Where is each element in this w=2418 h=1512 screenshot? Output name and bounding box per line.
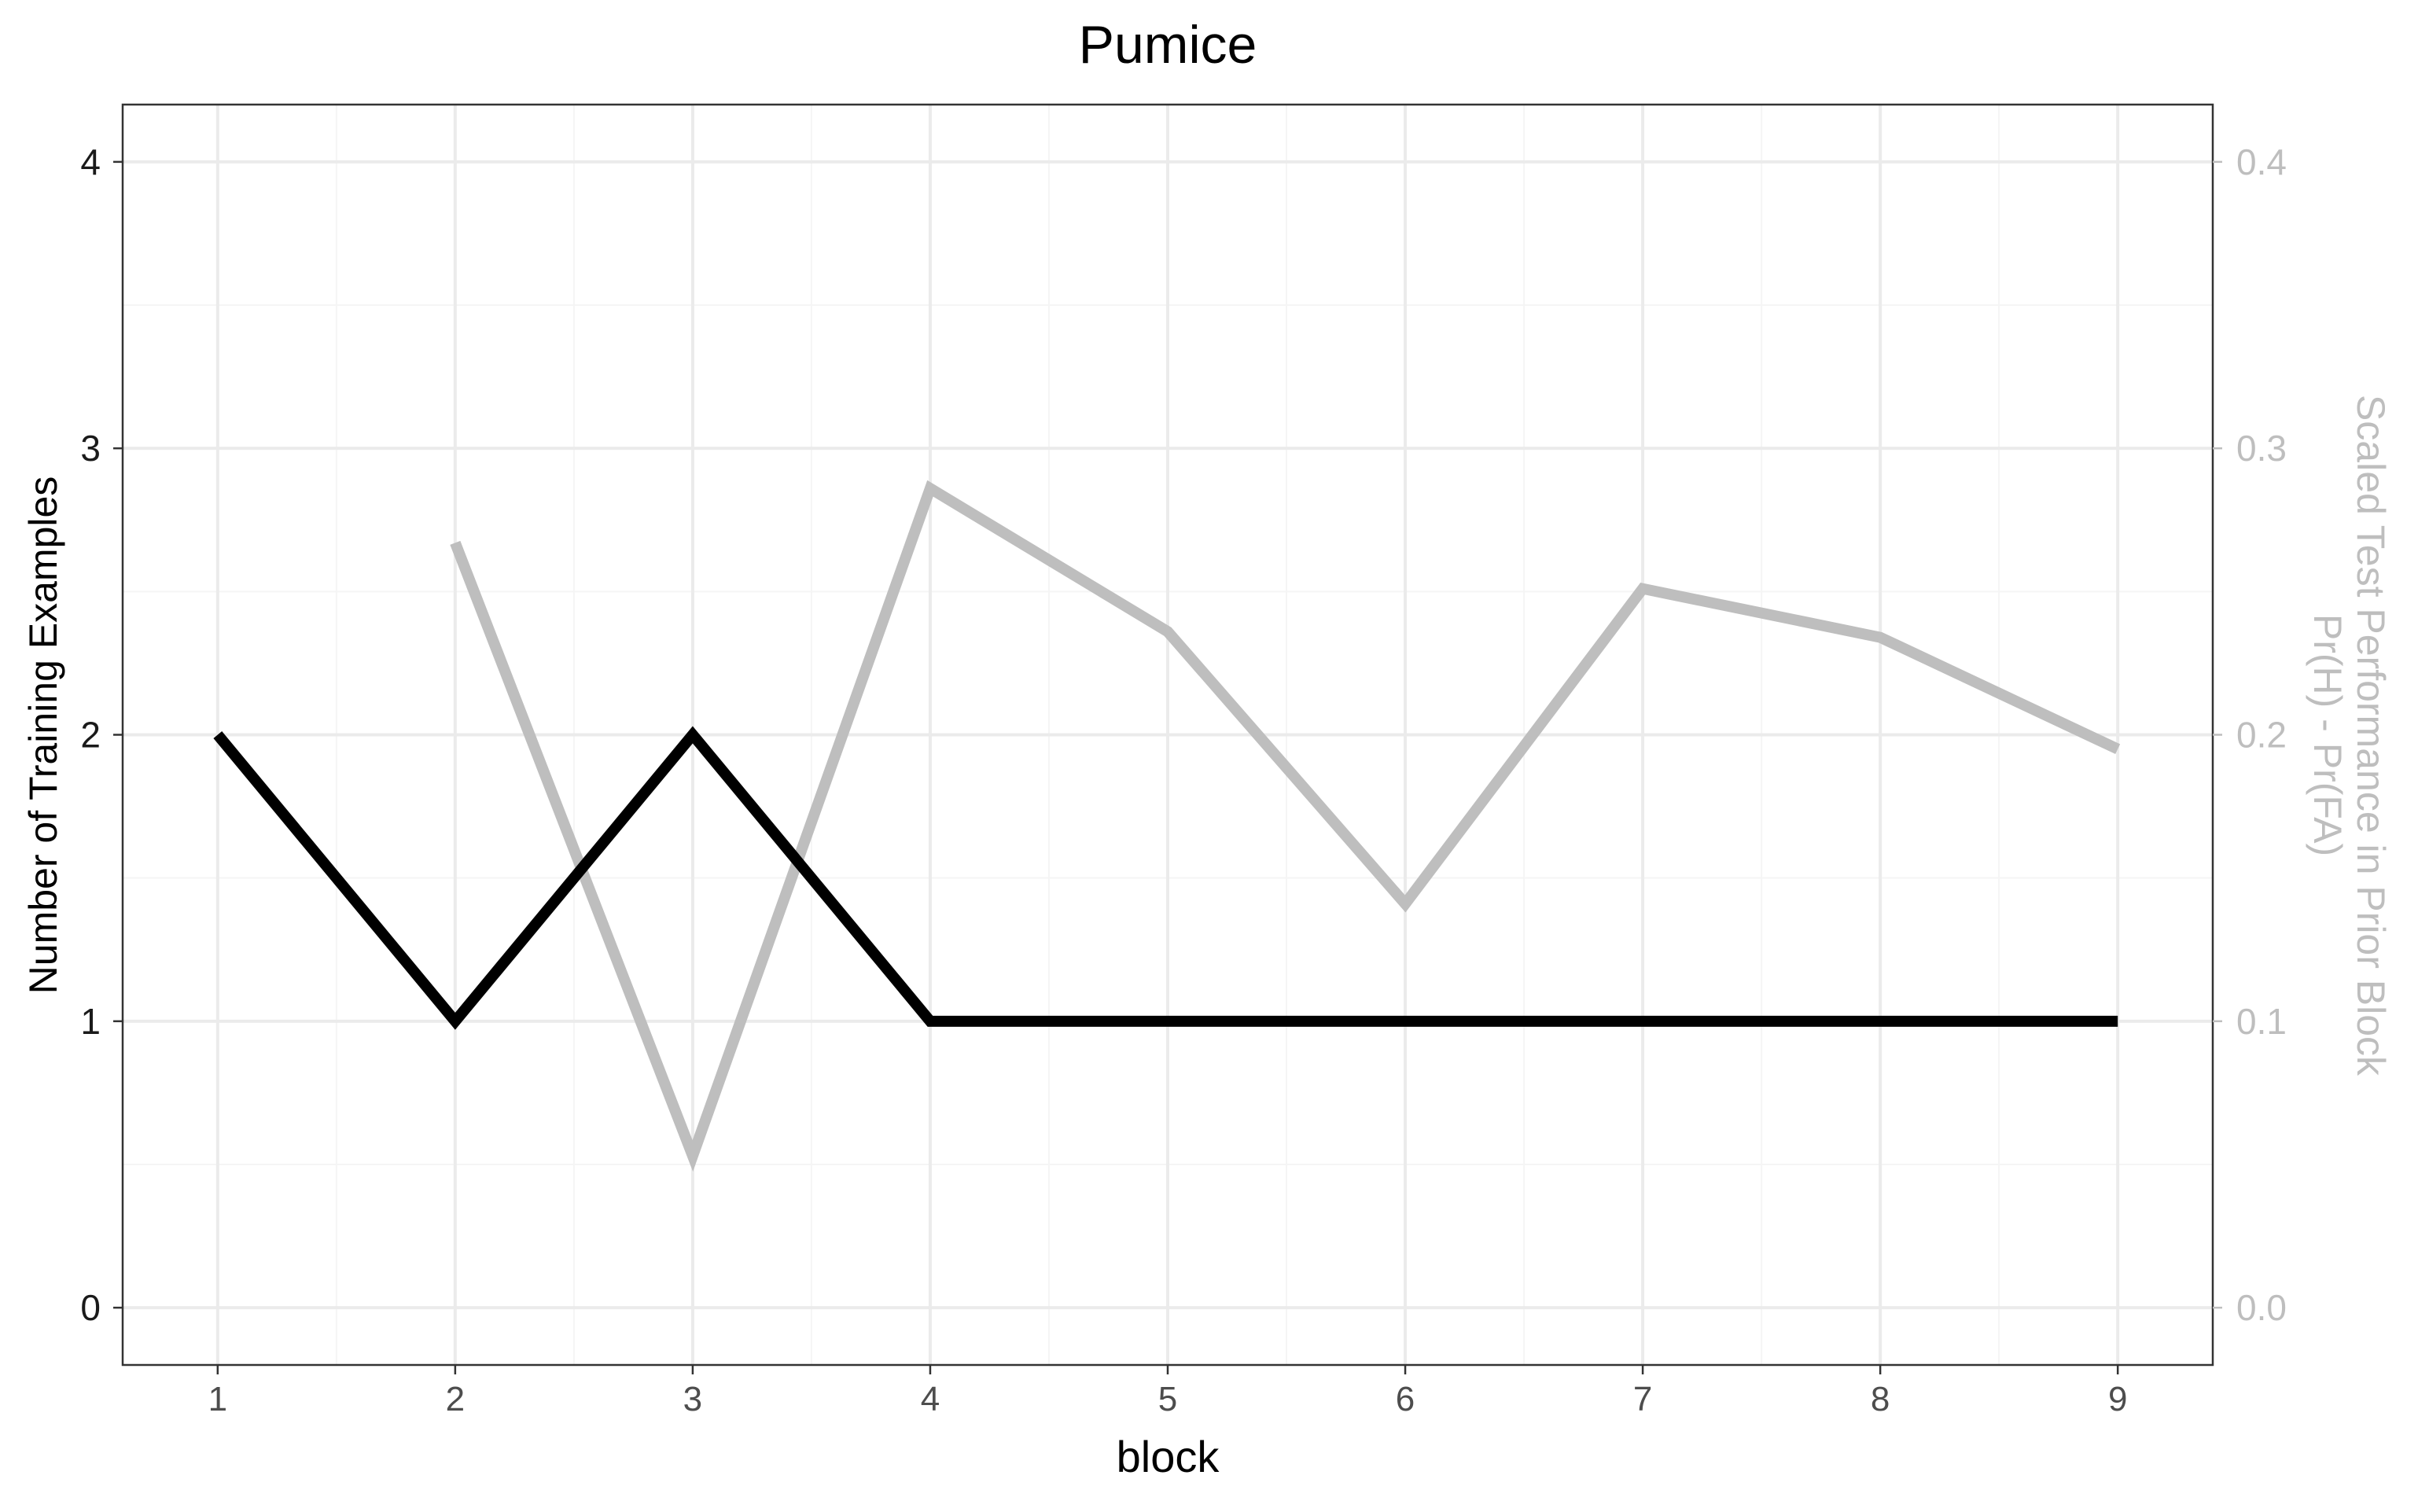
x-axis-tick-label: 4 — [921, 1380, 940, 1418]
x-axis-tick-label: 7 — [1633, 1380, 1652, 1418]
secondary-y-axis-tick-label: 0.2 — [2236, 715, 2287, 756]
x-axis-tick-label: 5 — [1158, 1380, 1177, 1418]
x-axis-tick-label: 9 — [2108, 1380, 2127, 1418]
x-axis-tick-label: 2 — [446, 1380, 465, 1418]
secondary-y-axis-tick-label: 0.3 — [2236, 428, 2287, 469]
chart-title: Pumice — [1079, 15, 1257, 75]
y-axis-tick-label: 1 — [80, 1001, 101, 1042]
secondary-y-axis-label-line-2: Pr(H) - Pr(FA) — [2306, 614, 2350, 856]
x-axis-tick-label: 3 — [683, 1380, 702, 1418]
secondary-y-axis-tick-label: 0.0 — [2236, 1287, 2287, 1328]
y-axis-tick-label: 3 — [80, 428, 101, 469]
secondary-series-line — [450, 480, 2121, 1172]
y-axis-tick-label: 0 — [80, 1287, 101, 1328]
y-axis-tick-label: 4 — [80, 142, 101, 182]
series-layer — [213, 480, 2121, 1172]
secondary-y-axis-label-line-1: Scaled Test Performance in Prior Block — [2349, 395, 2393, 1076]
grid-layer — [123, 105, 2213, 1365]
y-axis-label: Number of Training Examples — [21, 476, 65, 995]
x-axis-tick-label: 1 — [208, 1380, 227, 1418]
x-axis-tick-label: 6 — [1396, 1380, 1415, 1418]
x-axis-tick-label: 8 — [1871, 1380, 1890, 1418]
primary-series-line — [213, 726, 2118, 1030]
x-axis-label: block — [1117, 1432, 1220, 1481]
axis-layer: 0 1 2 3 4 1 2 3 4 5 6 7 8 9 0.0 0.1 0.2 0.3 0.4 — [80, 142, 2287, 1418]
y-axis-tick-label: 2 — [80, 715, 101, 756]
secondary-y-axis-tick-label: 0.1 — [2236, 1001, 2287, 1042]
secondary-y-axis-tick-label: 0.4 — [2236, 142, 2287, 182]
